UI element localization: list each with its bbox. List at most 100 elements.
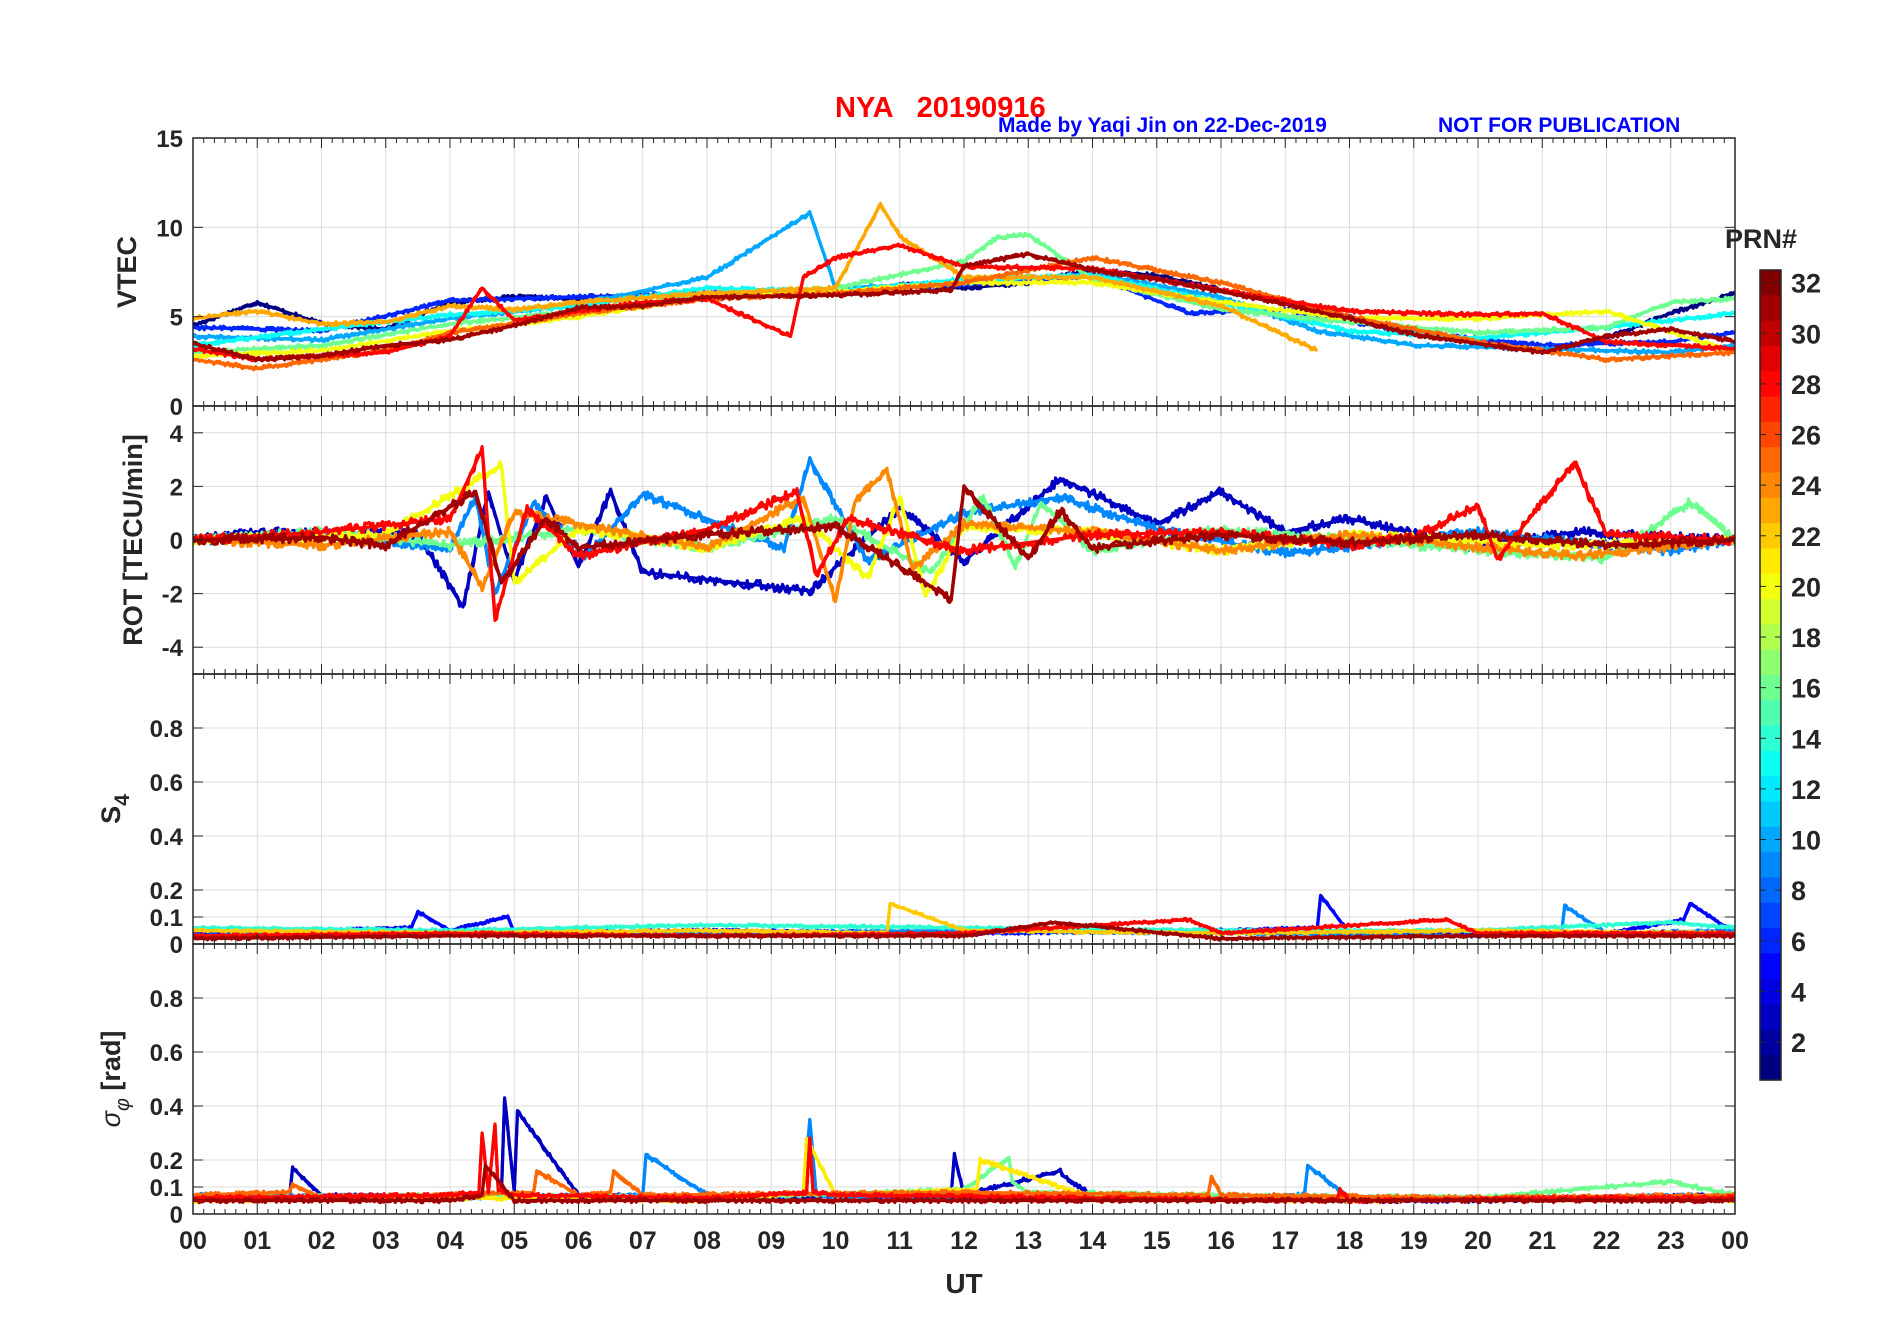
y-axis-label-sub: φ <box>112 1098 134 1111</box>
y-axis-label: VTEC <box>112 236 142 308</box>
y-tick-label: 0.2 <box>150 1148 183 1175</box>
colorbar-segment <box>1760 548 1781 575</box>
y-tick-label: 0.1 <box>150 1175 183 1202</box>
colorbar-tick-label: 28 <box>1791 370 1821 400</box>
y-tick-label: 0 <box>170 528 183 555</box>
colorbar-tick-label: 12 <box>1791 775 1821 805</box>
colorbar-segment <box>1760 978 1781 1005</box>
colorbar-segment <box>1760 902 1781 929</box>
y-tick-label: 0.2 <box>150 878 183 905</box>
x-tick-label: 00 <box>179 1227 207 1255</box>
colorbar-tick-label: 20 <box>1791 572 1821 602</box>
colorbar-segment <box>1760 396 1781 423</box>
colorbar-tick-label: 24 <box>1791 471 1821 501</box>
colorbar-tick-label: 8 <box>1791 876 1806 906</box>
colorbar-segment <box>1760 320 1781 347</box>
colorbar-segment <box>1760 345 1781 372</box>
colorbar-segment <box>1760 852 1781 879</box>
colorbar-segment <box>1760 649 1781 676</box>
x-axis-label: UT <box>945 1268 982 1299</box>
colorbar-segment <box>1760 877 1781 904</box>
series-spike-prn-28 <box>193 447 1735 622</box>
series-group <box>193 201 1735 372</box>
y-axis-label-main: S <box>96 806 126 824</box>
panel-1: 0 5 10 15 VTEC <box>112 126 1736 421</box>
series-spike-prn-31 <box>193 1163 1735 1203</box>
colorbar-tick-label: 14 <box>1791 724 1821 754</box>
x-tick-label: 15 <box>1143 1227 1171 1255</box>
colorbar-segment <box>1760 624 1781 651</box>
y-tick-label: 0.4 <box>150 824 184 851</box>
panel-3: 00.10.2 0.4 0.6 0.8 S4 <box>96 673 1736 959</box>
colorbar-tick-label: 16 <box>1791 674 1821 704</box>
chart-title: NYA 20190916 <box>835 92 1046 124</box>
x-tick-label: 08 <box>693 1227 721 1255</box>
y-tick-label: 0 <box>170 932 183 959</box>
colorbar-segment <box>1760 750 1781 777</box>
y-tick-label: 2 <box>170 474 183 501</box>
colorbar-tick-label: 2 <box>1791 1028 1806 1058</box>
panel-2: -4 -2 0 2 4 ROT [TECU/min] <box>118 405 1736 675</box>
colorbar-segment <box>1760 295 1781 322</box>
x-tick-label: 20 <box>1464 1227 1492 1255</box>
credit-line: Made by Yaqi Jin on 22-Dec-2019 <box>998 114 1327 137</box>
colorbar-segment <box>1760 599 1781 625</box>
series-spike-prn-31 <box>193 920 1735 941</box>
x-tick-label: 00 <box>1721 1227 1749 1255</box>
colorbar-frame <box>1759 269 1782 1081</box>
x-tick-label: 23 <box>1657 1227 1685 1255</box>
x-tick-label: 04 <box>436 1227 464 1255</box>
y-tick-label: 0.6 <box>150 770 183 797</box>
colorbar-tick-label: 32 <box>1791 269 1821 299</box>
colorbar-segment <box>1760 270 1781 296</box>
x-tick-label: 02 <box>308 1227 336 1255</box>
y-axis-label: σφ [rad] <box>96 1031 134 1128</box>
y-tick-label: 10 <box>156 215 183 242</box>
colorbar-segment <box>1760 826 1781 853</box>
x-tick-label: 14 <box>1079 1227 1107 1255</box>
colorbar-segment <box>1760 573 1781 600</box>
colorbar-segment <box>1760 700 1781 727</box>
colorbar-segment <box>1760 371 1781 398</box>
x-tick-label: 03 <box>372 1227 400 1255</box>
x-tick-label: 13 <box>1014 1227 1042 1255</box>
colorbar-tick-label: 18 <box>1791 623 1821 653</box>
y-tick-label: 0 <box>170 394 183 421</box>
series-spike-prn-28 <box>193 918 1735 938</box>
colorbar-segment <box>1760 447 1781 474</box>
colorbar-segment <box>1760 725 1781 752</box>
x-tick-label: 07 <box>629 1227 657 1255</box>
y-tick-label: 5 <box>170 305 183 332</box>
y-tick-label: 0.8 <box>150 986 183 1013</box>
y-tick-label: 0.1 <box>150 905 183 932</box>
x-tick-label: 01 <box>243 1227 271 1255</box>
x-tick-label: 05 <box>500 1227 528 1255</box>
colorbar-tick-label: 30 <box>1791 319 1821 349</box>
series-spike-prn-25 <box>193 1169 1735 1200</box>
colorbar-segment <box>1760 1029 1781 1056</box>
colorbar-segment <box>1760 1054 1781 1081</box>
x-tick-label: 18 <box>1336 1227 1364 1255</box>
y-tick-label: 0 <box>170 1202 183 1229</box>
colorbar-segment <box>1760 1004 1781 1030</box>
colorbar-label: PRN# <box>1725 224 1797 254</box>
series-group <box>193 445 1735 622</box>
colorbar-segment <box>1760 801 1781 828</box>
x-tick-label: 12 <box>950 1227 978 1255</box>
publication-notice: NOT FOR PUBLICATION <box>1438 114 1681 137</box>
x-tick-label: 16 <box>1207 1227 1235 1255</box>
x-tick-label: 19 <box>1400 1227 1428 1255</box>
series-spike-prn-31 <box>193 484 1735 601</box>
series-spike-prn-14 <box>193 920 1735 933</box>
x-tick-label: 10 <box>822 1227 850 1255</box>
colorbar-segment <box>1760 497 1781 524</box>
x-tick-label: 21 <box>1528 1227 1556 1255</box>
y-axis-label: ROT [TECU/min] <box>118 434 148 645</box>
colorbar-segment <box>1760 523 1781 550</box>
colorbar-segment <box>1760 953 1781 980</box>
colorbar-tick-label: 22 <box>1791 522 1821 552</box>
x-tick-label: 11 <box>887 1227 914 1255</box>
colorbar-segment <box>1760 472 1781 499</box>
x-tick-label: 09 <box>757 1227 785 1255</box>
